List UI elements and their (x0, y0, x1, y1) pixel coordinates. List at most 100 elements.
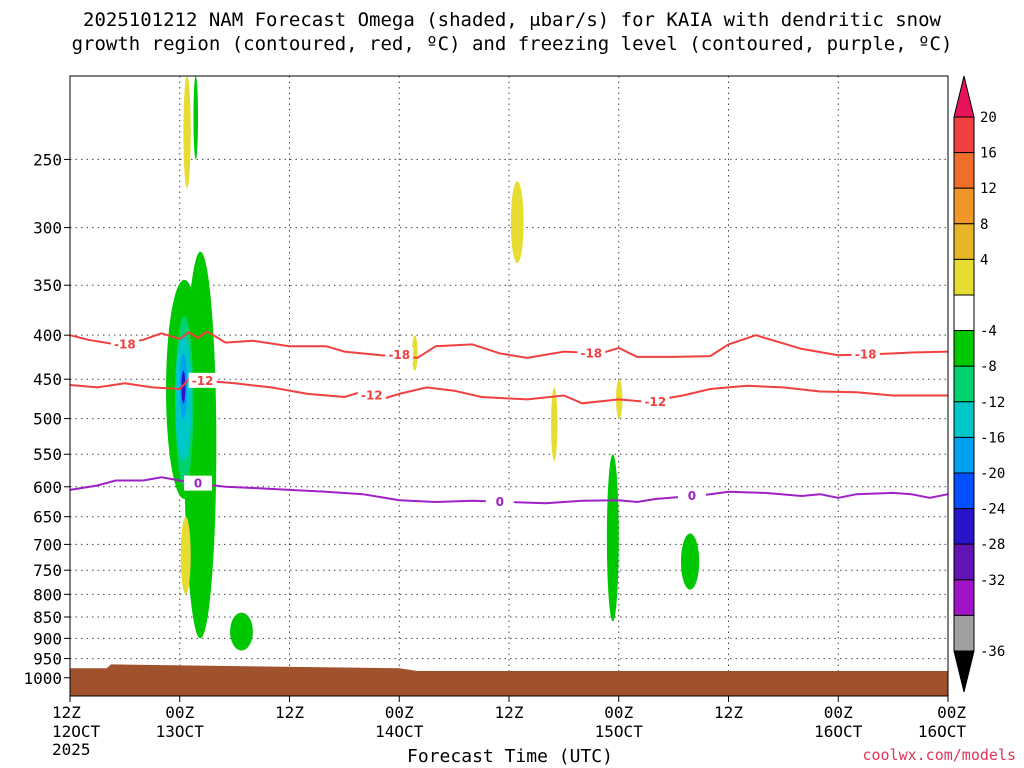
omega-region-11 (606, 454, 619, 622)
omega-region-12 (680, 533, 700, 590)
x-tick-label: 14OCT (375, 722, 424, 741)
colorbar-label: -4 (980, 324, 997, 340)
contour-label-bg (577, 345, 606, 361)
plot-area: -18 -18 -18 -18 -12 -12 -12 0 0 0 (69, 75, 949, 697)
colorbar-segment-4 (953, 223, 975, 260)
colorbar-segment-9 (953, 401, 975, 438)
colorbar-segment-6 (953, 294, 975, 332)
colorbar-label: 20 (980, 110, 997, 126)
colorbar-segment-3 (953, 187, 975, 225)
omega-region-13 (412, 335, 418, 371)
y-tick-label: 600 (33, 478, 62, 497)
y-tick-label: 300 (33, 219, 62, 238)
x-tick-label: 00Z (937, 703, 966, 722)
contour-label--18: -18 (388, 348, 410, 362)
y-tick-label: 250 (33, 150, 62, 169)
x-tick-label: 13OCT (156, 722, 205, 741)
colorbar-label: -32 (980, 573, 1005, 589)
colorbar-label: 16 (980, 146, 997, 162)
y-tick-label: 650 (33, 508, 62, 527)
x-tick-label: 00Z (165, 703, 194, 722)
colorbar-label: -24 (980, 502, 1005, 518)
colorbar-segment-1 (953, 116, 975, 154)
y-tick-label: 550 (33, 445, 62, 464)
colorbar-label: -16 (980, 430, 1005, 446)
colorbar-segment-13 (953, 543, 975, 581)
contour-label-bg (357, 387, 386, 403)
contour-label--18: -18 (114, 337, 136, 351)
x-tick-label: 12OCT (52, 722, 101, 741)
contour-label-bg (485, 494, 514, 510)
colorbar-label: -20 (980, 466, 1005, 482)
y-tick-label: 1000 (23, 669, 62, 688)
colorbar-label: -36 (980, 644, 1005, 660)
colorbar-label: -28 (980, 537, 1005, 553)
y-tick-label: 700 (33, 535, 62, 554)
colorbar-label: -8 (980, 359, 997, 375)
colorbar-label: 8 (980, 217, 988, 233)
credit-text: coolwx.com/models (862, 746, 1016, 764)
x-tick-label: 16OCT (814, 722, 863, 741)
contour-label--18: -18 (580, 346, 602, 360)
x-tick-label: 00Z (604, 703, 633, 722)
contour-label--12: -12 (192, 374, 214, 388)
colorbar-segment-2 (953, 152, 975, 189)
colorbar: 20 16 12 8 4 -4 -8 -12 -16 -20 -24 -28 -32 -36 (953, 75, 1005, 693)
y-tick-label: 950 (33, 650, 62, 669)
contour-label--18: -18 (855, 347, 877, 361)
y-tick-label: 350 (33, 276, 62, 295)
x-tick-label: 00Z (824, 703, 853, 722)
contour-label-bg (188, 372, 217, 388)
colorbar-segment-15 (953, 614, 975, 652)
x-tick-label: 12Z (495, 703, 524, 722)
chart-title-line-2: growth region (contoured, red, ºC) and f… (72, 33, 953, 55)
colorbar-segment-8 (953, 365, 975, 403)
contour-label-0: 0 (194, 477, 202, 491)
colorbar-label: -12 (980, 395, 1005, 411)
omega-region-0 (183, 76, 191, 189)
contour-label-0: 0 (496, 495, 504, 509)
omega-region-1 (193, 76, 199, 160)
colorbar-segment-7 (953, 330, 975, 367)
omega-region-9 (180, 516, 191, 595)
y-tick-label: 450 (33, 370, 62, 389)
colorbar-bottom-arrow (953, 650, 975, 693)
colorbar-label: 12 (980, 181, 997, 197)
x-tick-label: 12Z (52, 703, 81, 722)
x-tick-label: 00Z (385, 703, 414, 722)
terrain-surface (70, 664, 948, 696)
chart-title-line-1: 2025101212 NAM Forecast Omega (shaded, μ… (83, 9, 941, 31)
omega-region-8 (181, 370, 186, 404)
contour-label-bg (851, 346, 880, 362)
colorbar-top-arrow (953, 75, 975, 118)
omega-region-10 (230, 612, 253, 651)
x-tick-label: 12Z (275, 703, 304, 722)
contour-label-bg (184, 475, 213, 491)
colorbar-segment-12 (953, 508, 975, 545)
x-axis-label: Forecast Time (UTC) (407, 746, 613, 767)
omega-region-2 (510, 181, 524, 264)
contour-line--18 (69, 330, 949, 359)
x-tick-label: 15OCT (595, 722, 644, 741)
y-tick-label: 750 (33, 561, 62, 580)
contour-label--12: -12 (361, 388, 383, 402)
colorbar-segment-11 (953, 472, 975, 510)
y-tick-label: 800 (33, 585, 62, 604)
contour-label-bg (385, 347, 414, 363)
colorbar-segment-5 (953, 258, 975, 296)
y-tick-label: 500 (33, 410, 62, 429)
colorbar-segment-10 (953, 436, 975, 474)
y-axis-ticks: 250 300 350 400 450 500 550 600 650 700 750 800 850 9… (23, 150, 70, 688)
x-tick-label: 12Z (714, 703, 743, 722)
contour-label-bg (641, 393, 670, 409)
y-tick-label: 400 (33, 326, 62, 345)
contour-label-0: 0 (688, 489, 696, 503)
x-tick-label: 16OCT (918, 722, 967, 741)
contour-label--12: -12 (644, 395, 666, 409)
omega-region-4 (184, 251, 217, 639)
contour-label-bg (110, 336, 139, 352)
y-tick-label: 900 (33, 629, 62, 648)
x-tick-label: 2025 (52, 740, 91, 759)
